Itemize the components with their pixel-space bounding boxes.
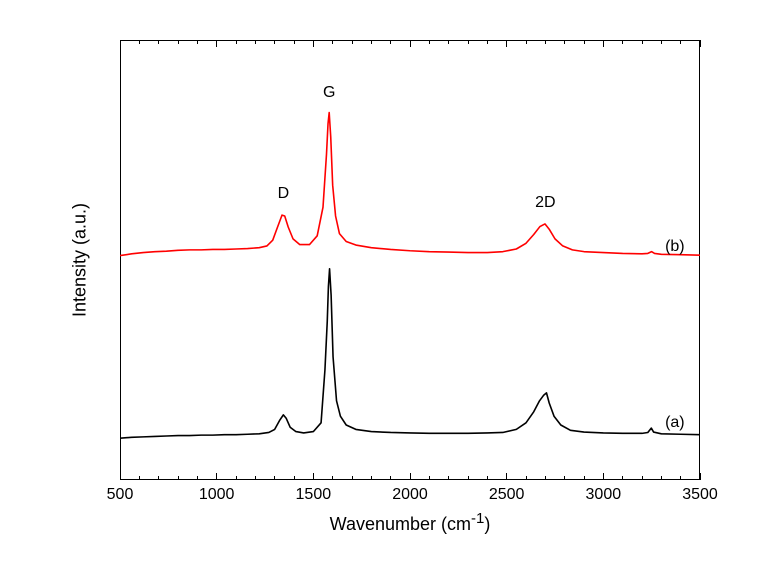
tick [313,473,314,480]
x-axis-label: Wavenumber (cm-1) [330,510,491,535]
tick [642,40,643,44]
tick [274,40,275,44]
spectra-lines [0,0,784,570]
tick [197,40,198,44]
tick [371,40,372,44]
tick [642,476,643,480]
annotation-D: D [278,185,290,203]
tick [545,40,546,44]
tick [410,40,411,47]
tick [603,40,604,47]
tick [506,40,507,47]
tick [700,473,701,480]
tick [313,40,314,47]
tick [526,40,527,44]
annotation-b: (b) [665,238,685,256]
tick [390,40,391,44]
tick [236,40,237,44]
tick [622,476,623,480]
tick [584,40,585,44]
x-axis-label-super: -1 [471,510,484,527]
x-tick-label: 3000 [586,486,622,504]
tick [158,476,159,480]
tick [680,40,681,44]
tick [294,40,295,44]
tick [661,476,662,480]
tick [120,40,121,47]
tick [352,40,353,44]
tick [178,476,179,480]
x-tick-label: 2500 [489,486,525,504]
tick [197,476,198,480]
tick [603,473,604,480]
tick [429,476,430,480]
tick [700,40,701,47]
tick [178,40,179,44]
tick [120,473,121,480]
x-tick-label: 2000 [392,486,428,504]
series-a-black [120,269,700,438]
tick [216,40,217,47]
tick [274,476,275,480]
tick [680,476,681,480]
tick [564,40,565,44]
annotation-G: G [323,84,335,102]
tick [216,473,217,480]
y-axis-label: Intensity (a.u.) [70,203,91,317]
x-tick-label: 3500 [682,486,718,504]
tick [371,476,372,480]
series-b-red [120,113,700,256]
tick [139,40,140,44]
tick [294,476,295,480]
x-tick-label: 1000 [199,486,235,504]
x-axis-label-text: Wavenumber (cm [330,514,471,534]
tick [255,476,256,480]
tick [526,476,527,480]
tick [468,40,469,44]
tick [332,40,333,44]
tick [390,476,391,480]
tick [158,40,159,44]
x-tick-label: 1500 [296,486,332,504]
tick [468,476,469,480]
tick [352,476,353,480]
raman-spectrum-chart: 500 1000 1500 2000 2500 3000 3500 D G 2D (b) (a) In… [0,0,784,570]
tick [139,476,140,480]
tick [448,476,449,480]
tick [545,476,546,480]
annotation-a: (a) [665,414,685,432]
tick [332,476,333,480]
annotation-2D: 2D [535,194,555,212]
tick [584,476,585,480]
tick [410,473,411,480]
tick [506,473,507,480]
tick [622,40,623,44]
tick [236,476,237,480]
x-tick-label: 500 [107,486,134,504]
tick [487,476,488,480]
tick [429,40,430,44]
x-axis-label-after: ) [484,514,490,534]
tick [487,40,488,44]
tick [255,40,256,44]
tick [661,40,662,44]
tick [564,476,565,480]
tick [448,40,449,44]
